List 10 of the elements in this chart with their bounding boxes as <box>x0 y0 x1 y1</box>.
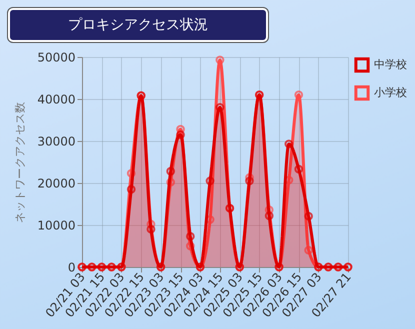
legend-label: 小学校 <box>374 86 407 99</box>
y-tick-label: 10000 <box>37 218 76 232</box>
y-axis-title: ネットワークアクセス数 <box>13 102 26 223</box>
y-tick-label: 20000 <box>37 176 76 190</box>
chart-title: プロキシアクセス状況 <box>8 8 268 42</box>
y-tick-label: 0 <box>68 260 76 274</box>
y-tick-label: 40000 <box>37 92 76 106</box>
y-tick-label: 50000 <box>37 50 76 64</box>
y-tick-label: 30000 <box>37 134 76 148</box>
legend-label: 中学校 <box>374 58 407 71</box>
